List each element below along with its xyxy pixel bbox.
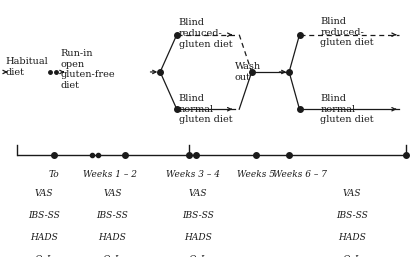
Text: Weeks 3 – 4: Weeks 3 – 4 — [166, 170, 220, 179]
Text: IBS-SS: IBS-SS — [28, 211, 59, 220]
Text: Run-in
open
gluten-free
diet: Run-in open gluten-free diet — [60, 49, 115, 90]
Text: VAS: VAS — [342, 189, 361, 198]
Text: VAS: VAS — [188, 189, 207, 198]
Text: IBS-SS: IBS-SS — [336, 211, 367, 220]
Text: Blind
normal-
gluten diet: Blind normal- gluten diet — [320, 94, 374, 124]
Text: VAS: VAS — [35, 189, 53, 198]
Text: Habitual
diet: Habitual diet — [6, 57, 48, 77]
Text: Wash
out: Wash out — [235, 62, 260, 82]
Text: QoL: QoL — [342, 254, 361, 257]
Text: VAS: VAS — [103, 189, 121, 198]
Text: HADS: HADS — [184, 233, 211, 242]
Text: Blind
reduced-
gluten diet: Blind reduced- gluten diet — [179, 18, 233, 49]
Text: Weeks 6 – 7: Weeks 6 – 7 — [272, 170, 327, 179]
Text: QoL: QoL — [34, 254, 53, 257]
Text: IBS-SS: IBS-SS — [97, 211, 128, 220]
Text: To: To — [49, 170, 59, 179]
Text: QoL: QoL — [188, 254, 207, 257]
Text: Blind
normal-
gluten diet: Blind normal- gluten diet — [179, 94, 233, 124]
Text: Weeks 1 – 2: Weeks 1 – 2 — [83, 170, 137, 179]
Text: Weeks 5: Weeks 5 — [237, 170, 275, 179]
Text: HADS: HADS — [338, 233, 365, 242]
Text: QoL: QoL — [103, 254, 122, 257]
Text: IBS-SS: IBS-SS — [182, 211, 213, 220]
Text: HADS: HADS — [99, 233, 126, 242]
Text: Blind
reduced-
gluten diet: Blind reduced- gluten diet — [320, 17, 374, 47]
Text: HADS: HADS — [30, 233, 57, 242]
